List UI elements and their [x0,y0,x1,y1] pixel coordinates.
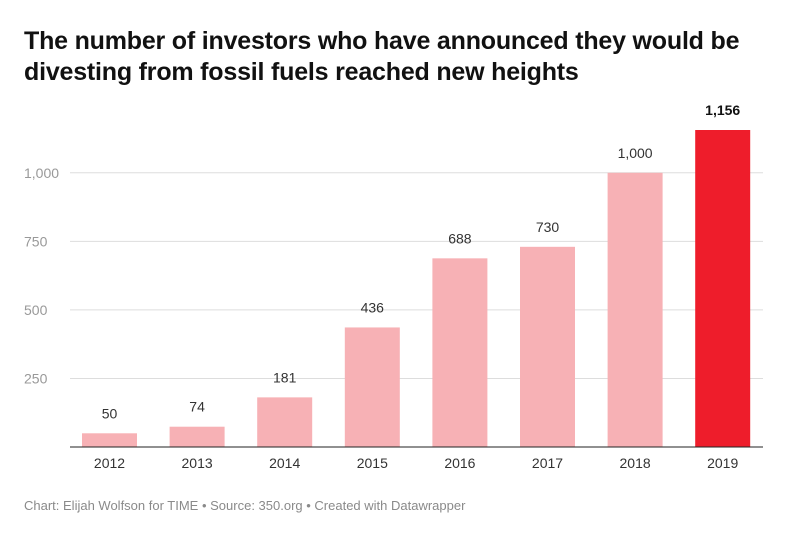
value-label-2013: 74 [189,399,205,415]
bar-2013 [169,426,225,447]
y-tick-label: 750 [24,233,48,249]
x-tick-label-2019: 2019 [707,455,738,471]
bars [82,130,751,447]
bar-2018 [607,172,663,447]
value-label-2019: 1,156 [705,102,740,118]
y-tick-label: 1,000 [24,165,59,181]
y-tick-labels: 250 500 750 1,000 [24,165,59,387]
bar-chart: 250 500 750 1,000 50 74 181 436 688 730 1,000 1,15… [24,102,763,471]
value-label-2017: 730 [536,219,560,235]
x-tick-label-2014: 2014 [269,455,300,471]
bar-2015 [344,327,400,447]
x-tick-labels: 2012 2013 2014 2015 2016 2017 2018 2019 [94,455,739,471]
y-tick-label: 250 [24,370,48,386]
x-tick-label-2015: 2015 [357,455,388,471]
bar-2017 [520,246,575,447]
value-label-2018: 1,000 [618,145,653,161]
x-tick-label-2017: 2017 [532,455,563,471]
x-tick-label-2018: 2018 [620,455,651,471]
value-label-2015: 436 [361,299,385,315]
bar-2016 [432,258,488,447]
x-tick-label-2013: 2013 [182,455,213,471]
chart-footer: Chart: Elijah Wolfson for TIME • Source:… [24,498,466,513]
bar-2019 [695,130,751,447]
chart-title: The number of investors who have announc… [24,27,740,86]
x-tick-label-2016: 2016 [444,455,475,471]
value-label-2012: 50 [102,405,118,421]
x-tick-label-2012: 2012 [94,455,125,471]
bar-2014 [257,397,313,447]
value-label-2014: 181 [273,369,297,385]
bar-2012 [82,433,137,447]
value-label-2016: 688 [448,230,472,246]
value-labels: 50 74 181 436 688 730 1,000 1,156 [102,102,741,421]
y-tick-label: 500 [24,302,48,318]
